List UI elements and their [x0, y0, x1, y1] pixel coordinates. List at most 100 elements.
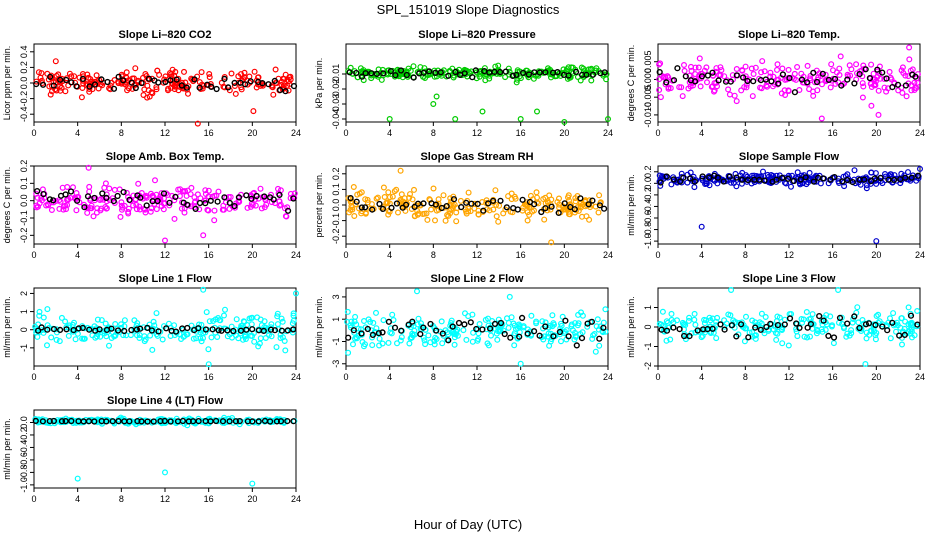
reference-point — [908, 174, 915, 181]
reference-point — [38, 324, 45, 331]
data-point — [48, 334, 55, 341]
data-point — [133, 322, 140, 329]
data-point — [134, 332, 141, 339]
reference-point — [387, 67, 395, 75]
data-point — [410, 186, 417, 193]
data-point — [33, 78, 40, 85]
reference-point — [896, 332, 903, 339]
data-point — [457, 197, 464, 204]
data-point — [583, 213, 590, 220]
reference-point — [733, 72, 740, 79]
data-point — [560, 206, 567, 213]
data-point — [810, 88, 817, 95]
reference-point — [190, 418, 197, 425]
reference-point — [346, 69, 353, 76]
data-point — [469, 311, 476, 318]
reference-point — [290, 195, 297, 202]
reference-point — [391, 324, 399, 331]
data-point — [592, 348, 599, 355]
x-tick-label: 20 — [247, 372, 257, 382]
data-points — [656, 44, 921, 122]
reference-point — [183, 84, 190, 91]
reference-point — [750, 78, 757, 85]
data-point — [867, 180, 874, 187]
reference-point — [455, 319, 463, 327]
panel-li820-pressure: Slope Li–820 Pressure kPa per min. 0 4 8 12 16… — [314, 29, 613, 138]
data-point — [354, 191, 361, 198]
reference-point — [524, 330, 531, 337]
data-point — [165, 85, 172, 92]
data-point — [450, 193, 457, 200]
data-point — [133, 201, 140, 208]
data-point — [656, 61, 663, 68]
data-point — [806, 169, 813, 176]
reference-point — [901, 331, 908, 339]
reference-point — [73, 197, 81, 204]
data-point — [522, 201, 529, 208]
reference-point — [358, 204, 365, 211]
data-point — [849, 319, 856, 326]
reference-point — [768, 78, 775, 85]
data-point — [196, 79, 203, 86]
data-point — [79, 84, 86, 91]
data-point — [221, 84, 228, 91]
reference-point — [110, 197, 117, 205]
x-tick-label: 12 — [160, 372, 170, 382]
reference-point — [556, 328, 564, 336]
data-point — [886, 68, 893, 75]
data-point — [345, 195, 352, 202]
data-point — [579, 312, 586, 319]
data-point — [749, 317, 756, 324]
x-tick-label: 20 — [559, 128, 569, 138]
reference-point — [353, 69, 360, 77]
data-point — [145, 87, 152, 94]
panel-li820-co2: Slope Li–820 CO2 Licor ppm per min. 0 4 8 12 1… — [2, 29, 301, 138]
reference-point — [733, 333, 740, 340]
data-point — [693, 177, 700, 184]
data-point — [729, 72, 736, 79]
x-tick-label: 4 — [75, 372, 80, 382]
data-point — [362, 210, 369, 217]
reference-point — [144, 418, 151, 425]
x-tick-label: 8 — [119, 128, 124, 138]
data-point — [111, 186, 118, 193]
data-point — [759, 58, 766, 65]
data-point — [241, 69, 248, 76]
reference-point — [658, 326, 665, 333]
outlier-point — [430, 100, 437, 107]
data-point — [696, 72, 703, 79]
data-point — [907, 330, 914, 337]
data-point — [533, 318, 540, 325]
reference-point — [393, 200, 401, 207]
data-point — [859, 94, 866, 101]
data-point — [445, 212, 452, 219]
y-tick-label: -0.4 — [19, 106, 29, 122]
data-point — [730, 179, 737, 186]
reference-point — [497, 68, 504, 76]
data-point — [460, 327, 467, 334]
data-point — [65, 195, 72, 202]
reference-point — [472, 67, 479, 74]
data-point — [153, 206, 160, 213]
data-point — [577, 77, 584, 84]
reference-point — [137, 325, 144, 332]
data-point — [381, 193, 388, 200]
x-tick-label: 12 — [472, 250, 482, 260]
x-tick-label: 20 — [247, 494, 257, 504]
x-tick-label: 8 — [431, 372, 436, 382]
x-tick-label: 8 — [431, 128, 436, 138]
data-point — [132, 65, 139, 72]
data-point — [47, 91, 54, 98]
y-axis-label: percent per min. — [314, 172, 324, 237]
data-point — [465, 189, 472, 196]
reference-point — [531, 328, 538, 335]
panel-title: Slope Li–820 Pressure — [418, 29, 535, 41]
data-point — [764, 83, 771, 90]
x-tick-label: 0 — [31, 128, 36, 138]
data-point — [135, 180, 142, 187]
reference-point — [277, 86, 284, 94]
reference-point — [361, 204, 369, 211]
x-tick-label: 12 — [472, 128, 482, 138]
data-point — [353, 321, 360, 328]
data-point — [863, 185, 870, 192]
